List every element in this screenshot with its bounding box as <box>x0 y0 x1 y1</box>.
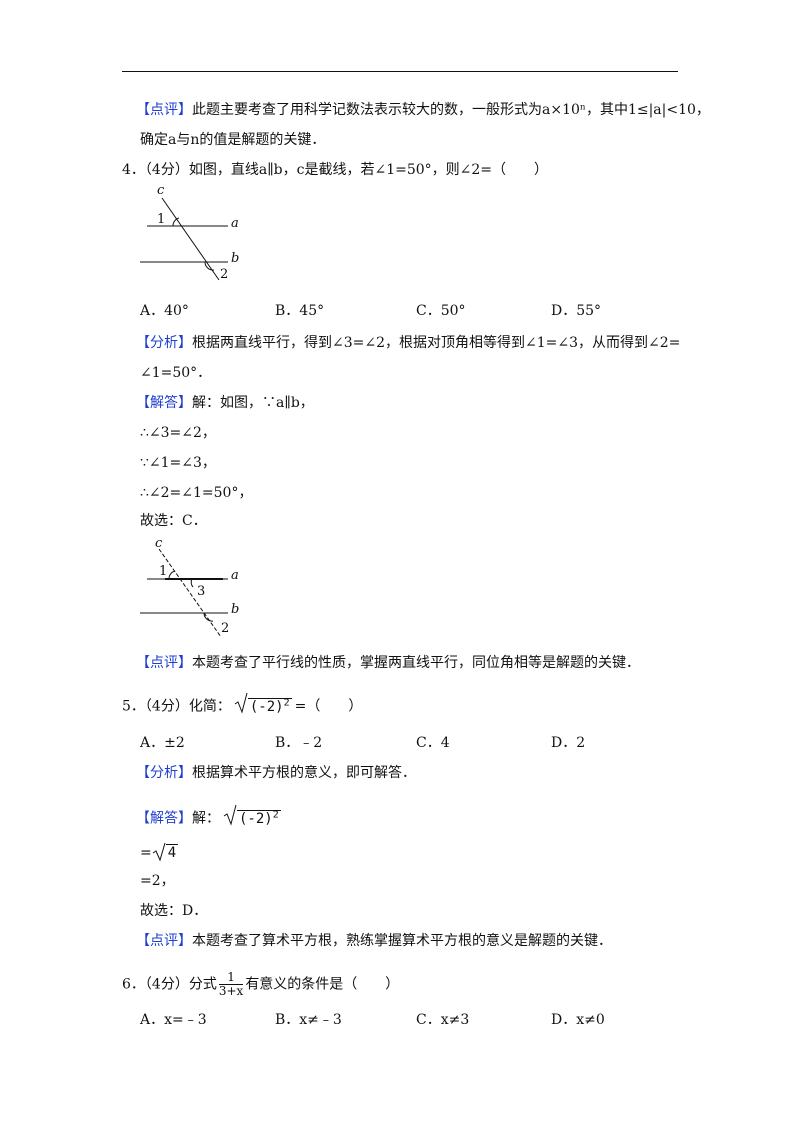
angle-arc <box>172 217 180 227</box>
label: a <box>231 216 239 231</box>
option: C．50° <box>416 303 466 319</box>
review-line: 【点评】此题主要考查了用科学记数法表示较大的数，一般形式为a×10ⁿ，其中1≤|… <box>136 101 710 119</box>
option: A．40° <box>140 303 189 319</box>
number: 5． <box>122 698 145 715</box>
label: c <box>155 536 163 551</box>
solution-line: 故选：C． <box>140 513 207 529</box>
text: 根据算术平方根的意义，即可解答． <box>192 765 416 781</box>
score: （4分） <box>144 976 189 993</box>
solution: 【解答】解： (-2)2 <box>136 804 284 828</box>
analysis-line: ∠1=50°． <box>140 365 212 381</box>
label: 2 <box>220 267 228 282</box>
score: （4分） <box>144 162 189 178</box>
analysis: 【分析】根据算术平方根的意义，即可解答． <box>136 764 416 782</box>
base: (-2) <box>239 810 273 827</box>
radical-sign <box>152 842 166 862</box>
stem: 如图，直线a∥b，c是截线，若∠1=50°，则∠2=（ ） <box>188 162 549 178</box>
review: 【点评】本题考查了算术平方根，熟练掌握算术平方根的意义是解题的关键． <box>136 932 612 950</box>
score: （4分） <box>144 698 189 715</box>
option: B．x≠﹣3 <box>275 1012 342 1028</box>
stem: 化简： <box>188 698 231 715</box>
number: 6． <box>122 976 145 993</box>
option: C．x≠3 <box>416 1012 470 1028</box>
text: 本题考查了平行线的性质，掌握两直线平行，同位角相等是解题的关键． <box>192 655 640 671</box>
tag: 【解答】 <box>136 395 192 411</box>
figure: c 1 a b 2 <box>140 183 239 282</box>
option: B．45° <box>275 303 325 319</box>
tag: 【点评】 <box>136 933 192 949</box>
stem: =（ ） <box>294 698 363 715</box>
solution-line: = 4 <box>140 842 181 862</box>
line-c <box>161 197 220 281</box>
label: 1 <box>157 212 165 227</box>
stem: 分式 <box>188 976 217 993</box>
radical-sign <box>223 804 237 826</box>
radicand: (-2)2 <box>247 697 292 715</box>
numerator: 1 <box>227 970 235 984</box>
label: 2 <box>221 621 229 636</box>
review-line: 确定a与n的值是解题的关键． <box>140 132 326 148</box>
text: 解：如图，∵a∥b， <box>192 395 314 411</box>
denominator: 3+x <box>218 984 244 998</box>
analysis: 【分析】根据两直线平行，得到∠3=∠2，根据对顶角相等得到∠1=∠3，从而得到∠… <box>136 334 680 352</box>
question-stem: 5．（4分）化简： (-2)2 =（ ） <box>122 692 363 716</box>
text: 解： <box>192 810 220 827</box>
exponent: 2 <box>283 697 290 708</box>
text: 根据两直线平行，得到∠3=∠2，根据对顶角相等得到∠1=∠3，从而得到∠2= <box>192 335 681 351</box>
question-stem: 6．（4分）分式 1 3+x 有意义的条件是（ ） <box>122 971 399 998</box>
option: C．4 <box>416 735 450 751</box>
solution-line: 故选：D． <box>140 903 208 919</box>
radical: 4 <box>152 842 179 862</box>
stem: 有意义的条件是（ ） <box>245 976 400 993</box>
radical: (-2)2 <box>223 804 281 828</box>
text: 此题主要考查了用科学记数法表示较大的数，一般形式为a×10ⁿ，其中1≤|a|<1… <box>192 102 710 118</box>
label: b <box>231 602 239 617</box>
tag: 【分析】 <box>136 335 192 351</box>
label: c <box>157 183 165 198</box>
fraction: 1 3+x <box>218 970 244 998</box>
figure: c 1 a 3 b 2 <box>140 536 239 638</box>
label: b <box>231 251 239 266</box>
tag: 【点评】 <box>136 655 192 671</box>
option: D．2 <box>551 735 586 751</box>
solution-line: ∴∠3=∠2， <box>140 425 216 441</box>
text: = <box>140 845 152 861</box>
option: B．﹣2 <box>275 735 323 751</box>
label: 3 <box>197 584 205 599</box>
angle-arc <box>168 570 176 580</box>
angle-arc <box>190 578 194 588</box>
base: (-2) <box>249 698 284 715</box>
angle-arc <box>203 612 214 622</box>
option: A．±2 <box>140 735 185 751</box>
radical-sign <box>234 692 248 714</box>
label: a <box>231 568 239 583</box>
solution-line: ∵∠1=∠3， <box>140 455 216 471</box>
solution: 【解答】解：如图，∵a∥b， <box>136 394 314 412</box>
label: 1 <box>159 564 167 579</box>
option: A．x=﹣3 <box>140 1012 207 1028</box>
tag: 【解答】 <box>136 810 192 827</box>
exponent: 2 <box>272 809 279 820</box>
radicand: 4 <box>165 844 179 861</box>
solution-line: =2， <box>140 873 175 889</box>
tag: 【点评】 <box>136 102 192 118</box>
line-c <box>158 548 222 638</box>
top-rule <box>122 71 678 72</box>
tag: 【分析】 <box>136 765 192 781</box>
radicand: (-2)2 <box>237 809 281 827</box>
review: 【点评】本题考查了平行线的性质，掌握两直线平行，同位角相等是解题的关键． <box>136 654 640 672</box>
question-stem: 4．（4分）如图，直线a∥b，c是截线，若∠1=50°，则∠2=（ ） <box>122 161 548 179</box>
option: D．x≠0 <box>551 1012 605 1028</box>
angle-arc <box>204 261 215 271</box>
radical: (-2)2 <box>234 692 292 716</box>
number: 4． <box>122 162 145 178</box>
option: D．55° <box>551 303 602 319</box>
text: 本题考查了算术平方根，熟练掌握算术平方根的意义是解题的关键． <box>192 933 612 949</box>
solution-line: ∴∠2=∠1=50°， <box>140 485 253 501</box>
